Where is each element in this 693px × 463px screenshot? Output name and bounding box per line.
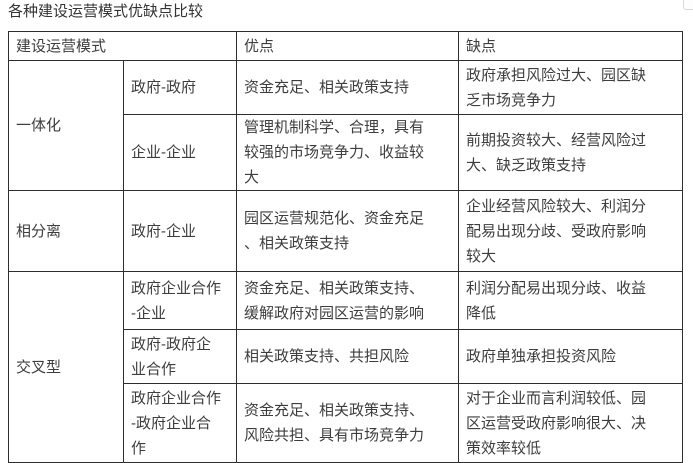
table-row-coop-coop: 政府企业合作-政府企业合作 资金充足、相关政策支持、风险共担、具有市场竞争力 对… bbox=[9, 383, 684, 463]
table-header-row: 建设运营模式 优点 缺点 bbox=[7, 31, 684, 61]
column-header-pros: 优点 bbox=[236, 31, 460, 61]
submode-cell: 政府企业合作-政府企业合作 bbox=[122, 383, 238, 463]
page-title: 各种建设运营模式优缺点比较 bbox=[8, 3, 204, 20]
column-header-mode: 建设运营模式 bbox=[7, 31, 238, 61]
cons-cell: 对于企业而言利润较低、园区运营受政府影响很大、决策效率较低 bbox=[458, 383, 684, 463]
table-row-gov-coop: 政府-政府企业合作 相关政策支持、共担风险 政府单独承担投资风险 bbox=[9, 329, 684, 384]
cons-cell: 企业经营风险较大、利润分配易出现分歧、受政府影响较大 bbox=[458, 190, 684, 272]
submode-cell: 政府企业合作-企业 bbox=[122, 271, 238, 330]
cons-cell: 前期投资较大、经营风险过大、缺乏政策支持 bbox=[458, 114, 684, 191]
table-row-ent-ent: 企业-企业 管理机制科学、合理，具有较强的市场竞争力、收益较大 前期投资较大、经… bbox=[9, 114, 684, 191]
comparison-table: 建设运营模式 优点 缺点 一体化 政府-政府 资金充足、相关政策支持 政府承担风… bbox=[7, 31, 684, 463]
cons-cell: 利润分配易出现分歧、收益降低 bbox=[458, 271, 684, 330]
submode-cell: 企业-企业 bbox=[122, 114, 238, 191]
table-row-coop-ent: 交叉型 政府企业合作-企业 资金充足、相关政策支持、缓解政府对园区运营的影响 利… bbox=[8, 271, 684, 463]
pros-cell: 资金充足、相关政策支持 bbox=[236, 60, 460, 115]
pros-cell: 资金充足、相关政策支持、风险共担、具有市场竞争力 bbox=[236, 383, 460, 463]
partial-ui-fragment bbox=[683, 0, 693, 10]
column-header-cons: 缺点 bbox=[458, 31, 684, 61]
table-row-gov-ent: 相分离 政府-企业 园区运营规范化、资金充足、相关政策支持 企业经营风险较大、利… bbox=[8, 190, 684, 272]
group-cell-integrated: 一体化 bbox=[8, 60, 124, 191]
submode-cell: 政府-企业 bbox=[122, 190, 238, 272]
submode-cell: 政府-政府企业合作 bbox=[122, 329, 238, 384]
pros-cell: 园区运营规范化、资金充足、相关政策支持 bbox=[236, 190, 460, 272]
group-cell-separated: 相分离 bbox=[8, 190, 124, 272]
pros-cell: 资金充足、相关政策支持、缓解政府对园区运营的影响 bbox=[236, 271, 460, 330]
pros-cell: 相关政策支持、共担风险 bbox=[236, 329, 460, 384]
cons-cell: 政府单独承担投资风险 bbox=[458, 329, 684, 384]
submode-cell: 政府-政府 bbox=[122, 60, 238, 115]
group-cell-cross: 交叉型 bbox=[8, 271, 124, 463]
pros-cell: 管理机制科学、合理，具有较强的市场竞争力、收益较大 bbox=[236, 114, 460, 191]
cons-cell: 政府承担风险过大、园区缺乏市场竞争力 bbox=[458, 60, 684, 115]
table-row-gov-gov: 一体化 政府-政府 资金充足、相关政策支持 政府承担风险过大、园区缺乏市场竞争力 bbox=[8, 60, 684, 191]
